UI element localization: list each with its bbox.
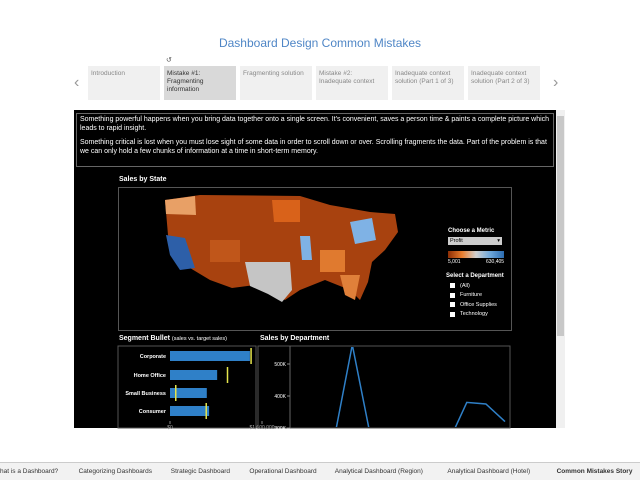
prev-arrow[interactable]: ‹	[74, 74, 80, 91]
range-min: 5,001	[448, 259, 461, 265]
color-ramp	[448, 251, 504, 258]
y-tick-label: 400K	[274, 394, 286, 400]
story-point[interactable]: Inadequate context solution (Part 1 of 3…	[392, 66, 464, 100]
map-panel	[118, 187, 512, 331]
bar	[170, 388, 207, 398]
checkbox[interactable]	[450, 302, 455, 307]
paragraph: Something powerful happens when you brin…	[80, 116, 550, 132]
checkbox[interactable]	[450, 283, 455, 288]
range-max: 630,405	[486, 259, 505, 265]
scrollbar[interactable]	[556, 110, 565, 428]
department-option[interactable]: Furniture	[460, 292, 483, 298]
story-point[interactable]: Inadequate context solution (Part 2 of 3…	[468, 66, 540, 100]
next-arrow[interactable]: ›	[553, 74, 559, 91]
paragraph: Something critical is lost when you must…	[80, 139, 547, 155]
sheet-tab[interactable]: Common Mistakes Story	[556, 468, 633, 475]
panel-title: Sales by Department	[260, 335, 330, 342]
panel	[117, 345, 257, 429]
department-option[interactable]: Office Supplies	[460, 301, 497, 308]
story-point[interactable]: Introduction	[88, 66, 160, 100]
metric-value: Profit	[450, 238, 463, 244]
category-label: Corporate	[140, 354, 166, 360]
sales-line	[335, 347, 506, 427]
checkbox[interactable]	[450, 311, 455, 317]
category-label: Home Office	[134, 373, 166, 379]
sheet-tab-bar	[0, 462, 640, 480]
sheet-tab[interactable]: Strategic Dashboard	[170, 468, 231, 475]
metric-label: Choose a Metric	[448, 228, 495, 234]
story-point[interactable]: Mistake #1: Fragmenting information	[164, 66, 236, 100]
y-tick-label: 500K	[274, 362, 286, 368]
story-title: Dashboard Design Common Mistakes	[218, 36, 422, 50]
text-box: Something powerful happens when you brin…	[76, 113, 554, 167]
sheet-tab[interactable]: hat is a Dashboard?	[0, 468, 59, 475]
department-label: Select a Department	[446, 273, 504, 279]
story-point[interactable]: Mistake #2: Inadequate context	[316, 66, 388, 100]
x-tick-label: $0	[167, 425, 173, 431]
metric-dropdown[interactable]: Profit ▾	[448, 237, 502, 245]
panel-title: Segment Bullet (sales vs. target sales)	[119, 335, 227, 342]
us-map	[165, 195, 398, 302]
department-option[interactable]: (All)	[460, 282, 470, 289]
revert-icon[interactable]: ↺	[166, 57, 172, 64]
bar	[170, 351, 250, 361]
department-option[interactable]: Technology	[460, 311, 488, 317]
panel	[257, 345, 511, 429]
y-tick-label: 300K	[274, 426, 286, 432]
checkbox[interactable]	[450, 292, 455, 298]
category-label: Consumer	[139, 409, 167, 415]
sheet-tab[interactable]: Analytical Dashboard (Hotel)	[447, 468, 531, 475]
panel-title: Sales by State	[119, 176, 167, 183]
sheet-tab[interactable]: Operational Dashboard	[249, 468, 317, 475]
category-label: Small Business	[125, 391, 166, 397]
sheet-tab[interactable]: Analytical Dashboard (Region)	[334, 468, 423, 475]
sheet-tab[interactable]: Categorizing Dashboards	[78, 468, 152, 475]
bar	[170, 406, 210, 416]
bar	[170, 370, 218, 380]
story-point[interactable]: Fragmenting solution	[240, 66, 312, 100]
